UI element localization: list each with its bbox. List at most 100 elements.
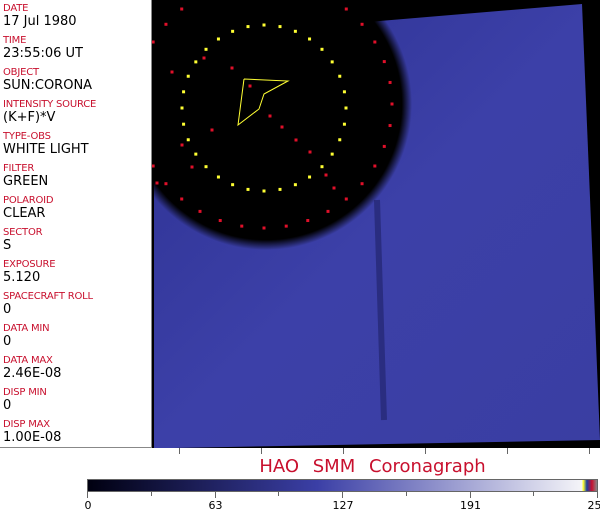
colorbar-tick-label: 255 [587,499,600,512]
info-field-type-obs: TYPE-OBS WHITE LIGHT [3,131,89,163]
outer-ring-dot [198,209,202,213]
inner-ring-dot [216,37,220,41]
field-value: 2.46E-08 [3,366,62,381]
colorbar [87,479,598,492]
outer-ring-dot [382,60,386,64]
inner-ring-dot [246,187,250,191]
colorbar-tick [278,492,280,496]
info-field-spacecraft-roll: SPACECRAFT ROLL 0 [3,291,93,323]
inner-ring-dot [180,106,184,110]
field-value: WHITE LIGHT [3,142,89,157]
inner-ring-dot [293,183,297,187]
radial-marker-dot [180,143,184,147]
outer-ring-dot [344,7,348,11]
image-axis-tick [179,448,180,454]
outer-ring-dot [284,224,288,228]
inner-ring-dot [320,47,324,51]
field-label: EXPOSURE [3,259,56,270]
info-field-time: TIME 23:55:06 UT [3,35,83,67]
field-value: 1.00E-08 [3,430,62,445]
field-value: 23:55:06 UT [3,46,83,61]
field-label: TIME [3,35,27,46]
field-label: SPACECRAFT ROLL [3,291,93,302]
radial-marker-dot [170,70,174,74]
outer-ring-dot [344,197,348,201]
inner-ring-dot [262,23,266,27]
image-axis-tick [425,448,426,454]
inner-ring-dot [194,152,198,156]
field-value: 0 [3,334,12,349]
field-label: OBJECT [3,67,39,78]
image-axis-tick [507,448,508,454]
info-field-object: OBJECT SUN:CORONA [3,67,92,99]
inner-ring-dot [338,138,342,142]
radial-marker-dot [324,173,328,177]
outer-ring-dot [164,182,168,186]
info-field-intensity-source: INTENSITY SOURCE (K+F)*V [3,99,96,131]
inner-ring-dot [308,175,312,179]
info-field-data-max: DATA MAX 2.46E-08 [3,355,61,387]
inner-ring-dot [204,47,208,51]
inner-ring-dot [308,37,312,41]
info-field-date: DATE 17 Jul 1980 [3,3,77,35]
inner-ring-dot [338,74,342,78]
info-field-filter: FILTER GREEN [3,163,48,195]
outer-ring-dot [382,144,386,148]
outer-ring-dot [373,164,377,168]
field-label: SECTOR [3,227,43,238]
outer-ring-dot [240,224,244,228]
coronagraph-image[interactable] [120,0,600,448]
image-axis-tick [589,448,590,454]
outer-ring-dot [388,124,392,128]
field-value: GREEN [3,174,49,189]
inner-ring-dot [231,183,235,187]
inner-ring-dot [231,29,235,33]
inner-ring-dot [186,138,190,142]
inner-ring-dot [320,165,324,169]
field-value: S [3,238,12,253]
field-value: 0 [3,302,12,317]
colorbar-tick [150,492,152,496]
field-label: DISP MAX [3,419,50,430]
field-value: (K+F)*V [3,110,56,125]
colorbar-tick [342,492,343,498]
field-label: FILTER [3,163,35,174]
colorbar-tick [597,492,598,498]
field-label: DISP MIN [3,387,47,398]
info-panel: DATE 17 Jul 1980 TIME 23:55:06 UT OBJECT SUN:… [0,0,152,448]
field-value: SUN:CORONA [3,78,93,93]
outer-ring-dot [326,209,330,213]
outer-ring-dot [218,219,222,223]
colorbar-tick-label: 0 [84,499,92,512]
field-value: 17 Jul 1980 [3,14,77,29]
image-title: HAO SMM Coronagraph [259,456,486,477]
outer-ring-dot [151,164,155,168]
inner-ring-dot [216,175,220,179]
occulter-disk [120,0,412,250]
inner-ring-dot [246,25,250,29]
radial-marker-dot [190,165,194,169]
field-value: 0 [3,398,12,413]
field-label: TYPE-OBS [3,131,51,142]
info-field-disp-min: DISP MIN 0 [3,387,47,419]
inner-ring-dot [204,165,208,169]
inner-ring-dot [262,189,266,193]
field-label: POLAROID [3,195,54,206]
radial-marker-dot [230,66,234,70]
inner-ring-dot [186,74,190,78]
inner-ring-dot [330,152,334,156]
inner-ring-dot [330,60,334,64]
info-field-disp-max: DISP MAX 1.00E-08 [3,419,61,451]
outer-ring-dot [360,22,364,26]
outer-ring-dot [262,226,266,230]
radial-marker-dot [155,181,159,185]
colorbar-tick [405,492,407,496]
colorbar-tick-label: 127 [332,499,354,512]
colorbar-tick-label: 191 [460,499,481,512]
inner-ring-dot [342,90,346,94]
outer-ring-dot [180,197,184,201]
field-value: 5.120 [3,270,41,285]
image-axis-tick [261,448,262,454]
sector-outline [237,78,290,127]
radial-marker-dot [202,56,206,60]
